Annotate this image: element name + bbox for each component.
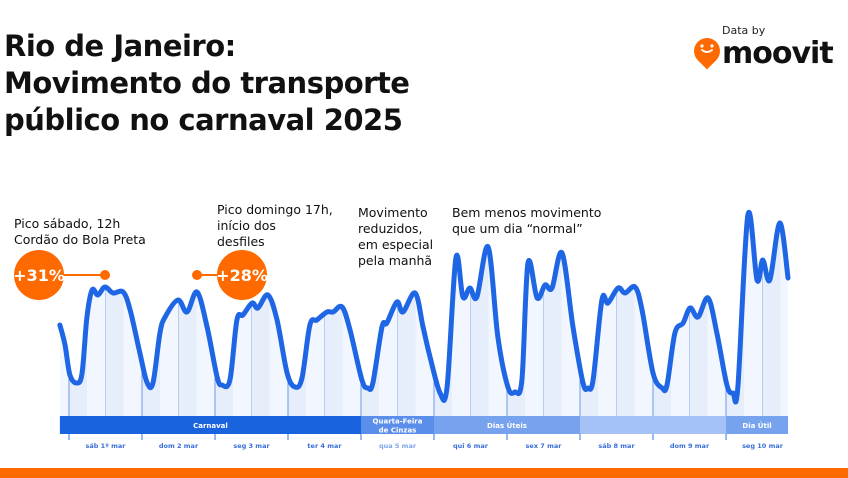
connector-dot-sun: [192, 270, 202, 280]
annotation-line: Pico sábado, 12h: [14, 216, 121, 231]
annotation-workdays: Bem menos movimento que um dia “normal”: [452, 205, 601, 237]
badge-peak-saturday: +31%: [13, 250, 65, 300]
area-band: [634, 212, 653, 416]
area-band: [780, 212, 789, 416]
period-segment: [726, 416, 789, 434]
page-title: Rio de Janeiro: Movimento do transporte …: [4, 28, 410, 139]
period-label: Dia Útil: [742, 421, 771, 430]
period-segment: [361, 416, 434, 434]
day-label: seg 3 mar: [233, 442, 270, 450]
annotation-line: que um dia “normal”: [452, 221, 583, 236]
period-segment: [434, 416, 580, 434]
day-label: qua 5 mar: [379, 442, 417, 450]
logo-wordmark: moovit: [722, 36, 834, 71]
period-segment: [59, 416, 361, 434]
day-label: dom 9 mar: [670, 442, 710, 450]
annotation-line: início dos: [217, 218, 276, 233]
annotation-line: Movimento: [358, 205, 428, 220]
smile-icon: [700, 44, 714, 53]
day-label: sáb 8 mar: [598, 442, 635, 450]
annotation-line: Bem menos movimento: [452, 205, 602, 220]
title-line: Movimento do transporte: [4, 66, 410, 100]
period-label: Dias Úteis: [487, 421, 527, 430]
period-label: Carnaval: [193, 422, 228, 430]
day-label: sex 7 mar: [526, 442, 563, 450]
day-label: sáb 1º mar: [86, 442, 127, 450]
annotation-line: reduzidos,: [358, 221, 423, 236]
day-label: seg 10 mar: [742, 442, 784, 450]
annotation-ash-wednesday: Movimento reduzidos, em especial pela ma…: [358, 205, 433, 269]
area-band: [616, 212, 635, 416]
day-label: ter 4 mar: [307, 442, 342, 450]
day-label: qui 6 mar: [453, 442, 489, 450]
connector-dot-sat: [100, 270, 110, 280]
series-line: [57, 209, 791, 405]
moovit-logo: Data by moovit: [688, 24, 844, 72]
day-label: dom 2 mar: [159, 442, 199, 450]
annotation-line: pela manhã: [358, 253, 433, 268]
annotation-peak-sunday: Pico domingo 17h, início dos desfiles: [217, 202, 333, 250]
logo-data-by: Data by: [722, 24, 766, 37]
badge-peak-sunday: +28%: [216, 250, 268, 300]
period-label: Quarta-Feira: [373, 418, 423, 426]
title-line: Rio de Janeiro:: [4, 29, 236, 63]
annotation-line: desfiles: [217, 234, 265, 249]
period-label: de Cinzas: [379, 427, 417, 435]
day-labels: sáb 1º mar dom 2 mar seg 3 mar ter 4 mar qua…: [68, 434, 784, 450]
annotation-line: Pico domingo 17h,: [217, 202, 333, 217]
period-segment: [580, 416, 726, 434]
annotation-peak-saturday: Pico sábado, 12h Cordão do Bola Preta: [14, 216, 146, 248]
bottom-accent-bar: [0, 468, 848, 478]
area-band: [671, 212, 690, 416]
annotation-line: Cordão do Bola Preta: [14, 232, 146, 247]
annotation-line: em especial: [358, 237, 434, 252]
title-line: público no carnaval 2025: [4, 103, 403, 137]
